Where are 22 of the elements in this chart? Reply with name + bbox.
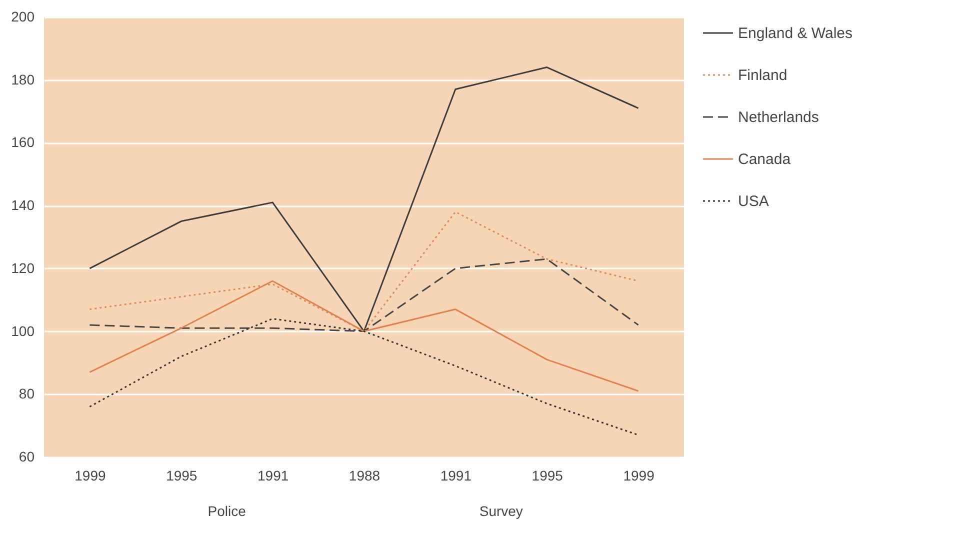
text: Police: [208, 503, 246, 519]
legend-label: Netherlands: [738, 109, 819, 126]
y-tick-label: 100: [11, 322, 35, 339]
legend-label: Finland: [738, 67, 788, 84]
x-tick-label: 1988: [348, 468, 380, 484]
legend-label: Canada: [738, 151, 792, 168]
y-tick-label: 120: [11, 260, 35, 276]
y-tick-label: 180: [11, 71, 35, 88]
y-tick-label: 60: [18, 448, 35, 464]
x-tick-label: 1991: [257, 468, 289, 484]
y-tick-label: 140: [11, 197, 35, 214]
y-tick-label: 80: [18, 386, 35, 402]
legend-label: England & Wales: [738, 25, 853, 42]
y-tick-label: 200: [11, 8, 35, 24]
text: Survey: [479, 503, 523, 519]
x-tick-label: 1995: [166, 468, 198, 484]
x-tick-label: 1999: [74, 468, 106, 484]
y-tick-label: 160: [11, 134, 35, 150]
x-tick-label: 1991: [440, 468, 472, 484]
x-tick-label: 1999: [623, 468, 655, 484]
x-tick-label: 1995: [532, 468, 564, 484]
legend-label: USA: [738, 193, 769, 210]
